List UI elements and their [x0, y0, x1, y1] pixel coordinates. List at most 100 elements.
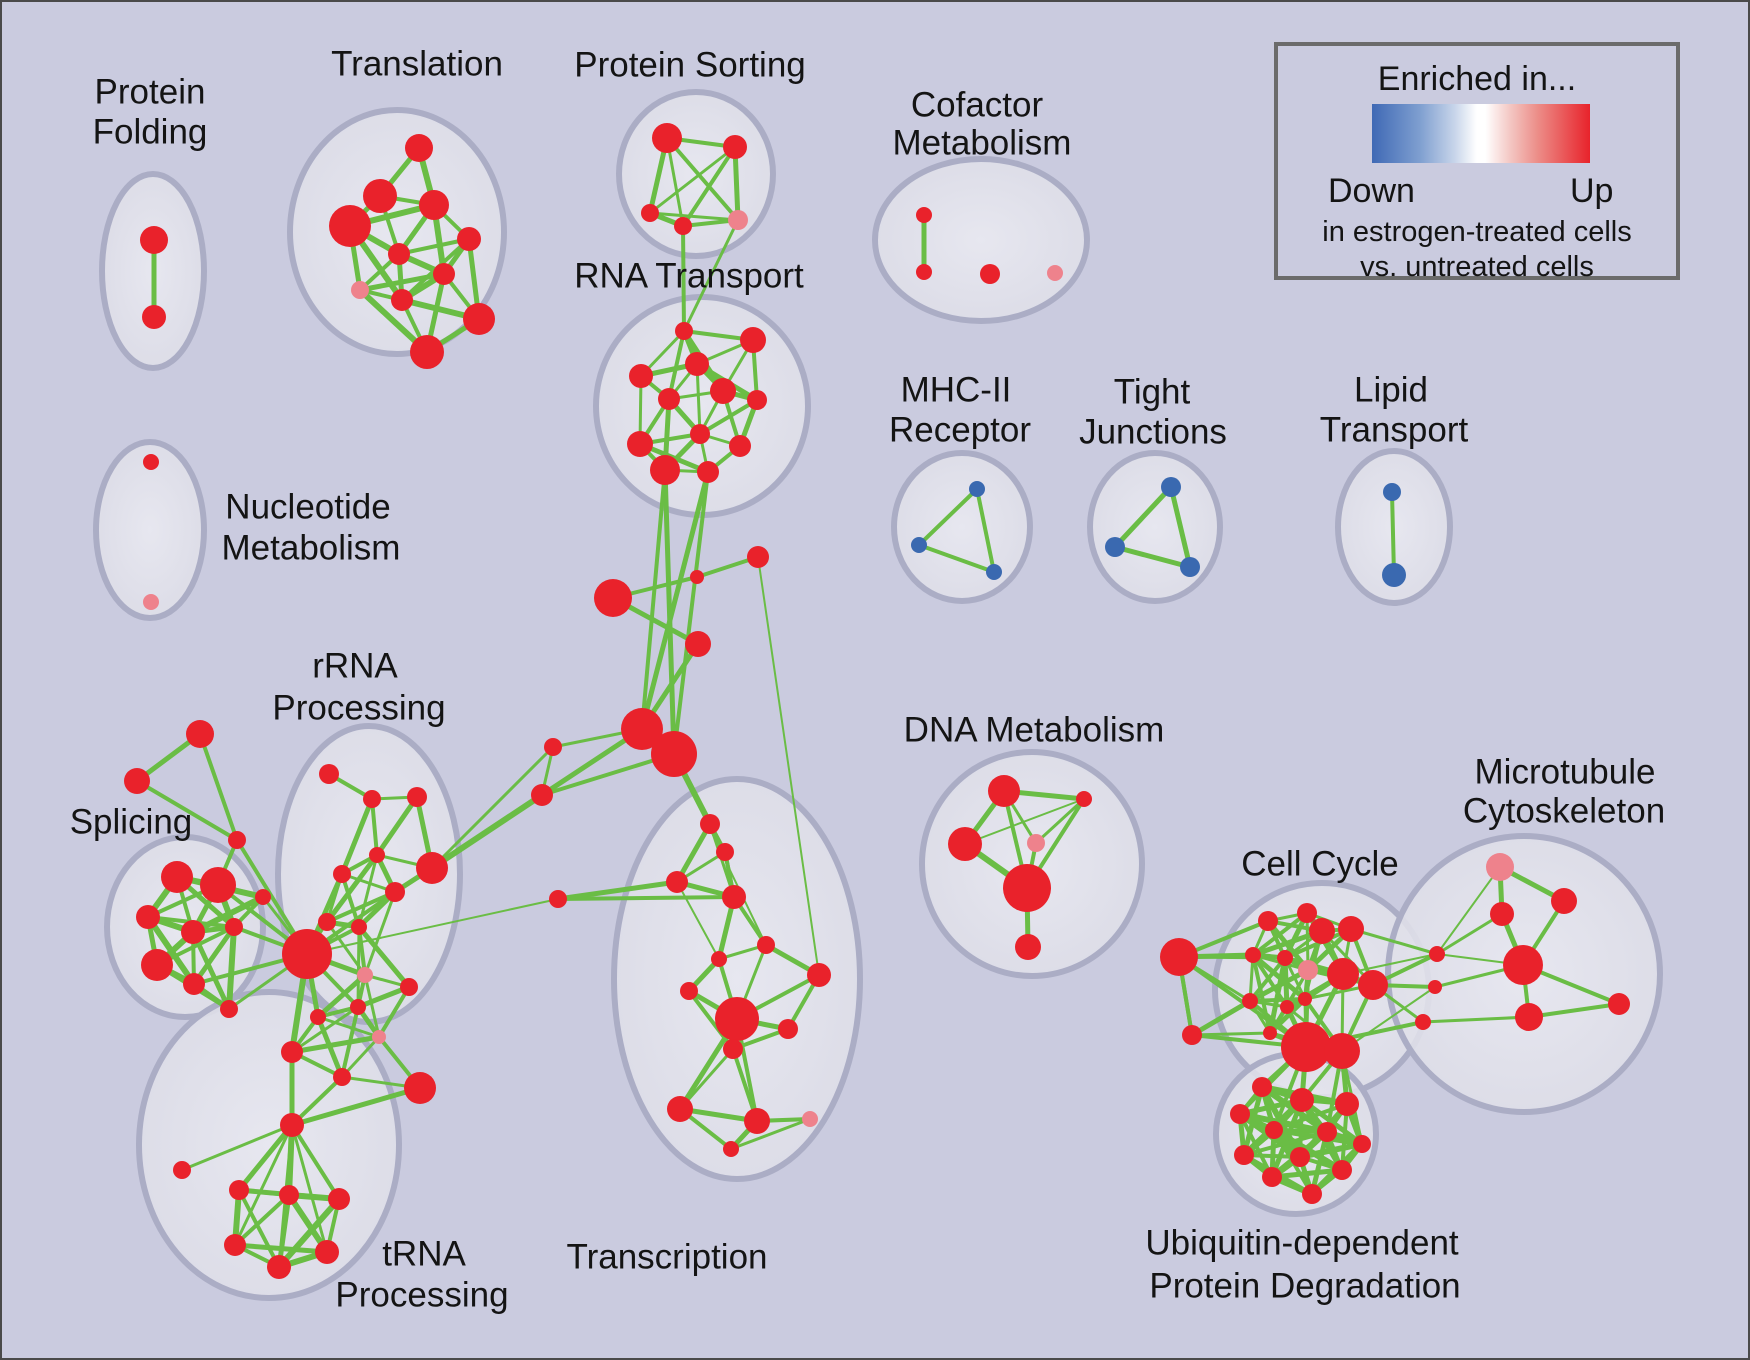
edge	[678, 1047, 735, 1111]
edge	[975, 487, 996, 574]
gene-set-node	[267, 1255, 291, 1279]
gene-set-node	[1277, 950, 1293, 966]
legend-title: Enriched in...	[1377, 60, 1577, 98]
edge	[276, 1196, 342, 1270]
gene-set-node	[388, 243, 410, 265]
cluster-label-lipid-transport: Transport	[1320, 411, 1469, 450]
edge	[698, 398, 759, 436]
edge	[1527, 1002, 1621, 1019]
edge	[1248, 997, 1307, 1003]
gene-set-node	[1338, 916, 1364, 942]
gene-set-node	[916, 207, 932, 223]
edge	[1436, 866, 1501, 955]
edge	[1248, 956, 1287, 1003]
cluster-label-rna-transport: RNA Transport	[574, 257, 804, 296]
gene-set-node	[404, 1072, 436, 1104]
edge	[377, 985, 411, 1039]
gene-set-node	[1281, 1022, 1331, 1072]
cluster-label-ubiquitin-degradation: Protein Degradation	[1149, 1267, 1460, 1306]
gene-set-node	[1161, 477, 1181, 497]
cluster-label-mhc-ii-receptor: Receptor	[889, 411, 1031, 450]
gene-set-node	[319, 764, 339, 784]
legend-caption-line2: vs. untreated cells	[1360, 251, 1594, 283]
cluster-ellipse-rna-transport	[593, 294, 811, 518]
edge	[676, 881, 720, 960]
cluster-label-ubiquitin-degradation: Ubiquitin-dependent	[1145, 1224, 1459, 1263]
gene-set-node	[1265, 1121, 1283, 1139]
cluster-label-splicing: Splicing	[70, 803, 193, 842]
edge	[324, 852, 380, 925]
edge	[226, 924, 237, 1012]
gene-set-node	[1298, 992, 1312, 1006]
gene-set-node	[200, 867, 236, 903]
edge	[357, 271, 447, 293]
gene-set-node	[1335, 1092, 1359, 1116]
gene-set-node	[1242, 993, 1258, 1009]
cluster-label-translation: Translation	[331, 45, 503, 84]
edge	[198, 732, 239, 842]
gene-set-node	[369, 847, 385, 863]
gene-set-node	[315, 1240, 339, 1264]
gene-set-node	[391, 289, 413, 311]
gene-set-node	[729, 435, 751, 457]
gene-set-node	[916, 264, 932, 280]
gene-set-node	[255, 889, 271, 905]
gene-set-node	[1302, 1184, 1322, 1204]
gene-set-node	[463, 303, 495, 335]
gene-set-node	[333, 1068, 351, 1086]
gene-set-node	[650, 455, 680, 485]
gene-set-node	[136, 905, 160, 929]
gene-set-node	[685, 631, 711, 657]
gene-set-node	[1503, 945, 1543, 985]
edge	[1189, 998, 1253, 1038]
cluster-label-tight-junctions: Junctions	[1079, 413, 1227, 452]
gene-set-node	[181, 920, 205, 944]
gene-set-node	[594, 579, 632, 617]
cluster-label-microtubule-cytoskeleton: Cytoskeleton	[1463, 792, 1665, 831]
gene-set-node	[1290, 1088, 1314, 1112]
gene-set-node	[1332, 1160, 1352, 1180]
cluster-ellipse-cofactor-metabolism	[872, 156, 1090, 324]
edge	[429, 792, 545, 871]
edge	[289, 1034, 382, 1055]
gene-set-node	[715, 997, 759, 1041]
edge	[363, 973, 381, 1039]
edge	[1112, 484, 1174, 550]
edge	[289, 1085, 423, 1128]
gene-set-node	[1486, 853, 1514, 881]
gene-set-node	[143, 454, 159, 470]
cluster-label-trna-processing: Processing	[335, 1276, 508, 1315]
gene-set-node	[723, 1141, 739, 1157]
gene-set-node	[778, 1019, 798, 1039]
edge	[180, 1123, 294, 1172]
gene-set-node	[747, 546, 769, 568]
edge	[667, 329, 686, 401]
edge	[325, 890, 397, 924]
gene-set-node	[986, 564, 1002, 580]
cluster-label-lipid-transport: Lipid	[1354, 371, 1428, 410]
edge	[1390, 490, 1396, 577]
gene-set-node	[675, 322, 693, 340]
gene-set-node	[757, 936, 775, 954]
edge	[1190, 1031, 1272, 1037]
gene-set-node	[658, 388, 680, 410]
gene-set-node	[405, 134, 433, 162]
cluster-label-rrna-processing: rRNA	[312, 647, 398, 686]
gene-set-node	[1180, 557, 1200, 577]
edge	[1267, 996, 1308, 1036]
edge	[665, 136, 740, 222]
edge	[639, 469, 711, 732]
edge	[687, 989, 735, 1051]
edge	[917, 487, 979, 547]
edge	[1237, 1111, 1330, 1135]
edge	[648, 145, 737, 215]
gene-set-node	[674, 217, 692, 235]
edge	[233, 1193, 291, 1247]
gene-set-node	[329, 205, 371, 247]
edge	[340, 1035, 381, 1079]
gene-set-node	[1515, 1003, 1543, 1031]
edge	[681, 224, 686, 333]
edge	[290, 1123, 329, 1254]
gene-set-node	[747, 390, 767, 410]
